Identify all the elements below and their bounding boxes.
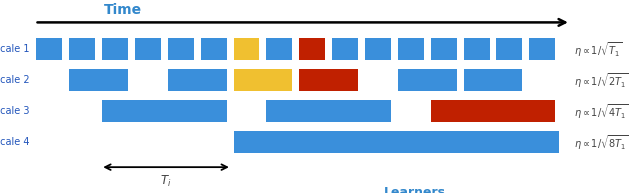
Bar	[431, 100, 556, 122]
Bar	[529, 38, 556, 60]
Bar	[234, 69, 292, 91]
Bar	[266, 100, 391, 122]
Bar	[300, 38, 325, 60]
Bar	[497, 38, 522, 60]
Bar	[102, 38, 128, 60]
Text: $\eta \propto 1/\sqrt{4T_1}$: $\eta \propto 1/\sqrt{4T_1}$	[574, 102, 629, 121]
Bar	[234, 131, 559, 153]
Text: Learners: Learners	[384, 186, 446, 193]
Bar	[201, 38, 227, 60]
Bar	[102, 100, 227, 122]
Text: $\eta \propto 1/\sqrt{8T_1}$: $\eta \propto 1/\sqrt{8T_1}$	[574, 133, 629, 152]
Text: Time: Time	[104, 3, 142, 17]
Bar	[431, 38, 457, 60]
Bar	[69, 69, 128, 91]
Bar	[168, 38, 194, 60]
Bar	[398, 38, 424, 60]
Bar	[135, 38, 161, 60]
Text: Scale 4: Scale 4	[0, 137, 29, 147]
Text: $\eta \propto 1/\sqrt{2T_1}$: $\eta \propto 1/\sqrt{2T_1}$	[574, 71, 629, 90]
Text: Scale 2: Scale 2	[0, 75, 29, 85]
Bar	[398, 69, 457, 91]
Bar	[300, 69, 358, 91]
Bar	[365, 38, 391, 60]
Text: Scale 3: Scale 3	[0, 106, 29, 116]
Text: $\eta \propto 1/\sqrt{T_1}$: $\eta \propto 1/\sqrt{T_1}$	[574, 40, 623, 58]
Bar	[332, 38, 358, 60]
Text: Scale 1: Scale 1	[0, 44, 29, 54]
Bar	[266, 38, 292, 60]
Bar	[168, 69, 227, 91]
Bar	[234, 38, 259, 60]
Text: $T_i$: $T_i$	[161, 174, 172, 189]
Bar	[36, 38, 62, 60]
Bar	[463, 69, 522, 91]
Bar	[463, 38, 490, 60]
Bar	[69, 38, 95, 60]
